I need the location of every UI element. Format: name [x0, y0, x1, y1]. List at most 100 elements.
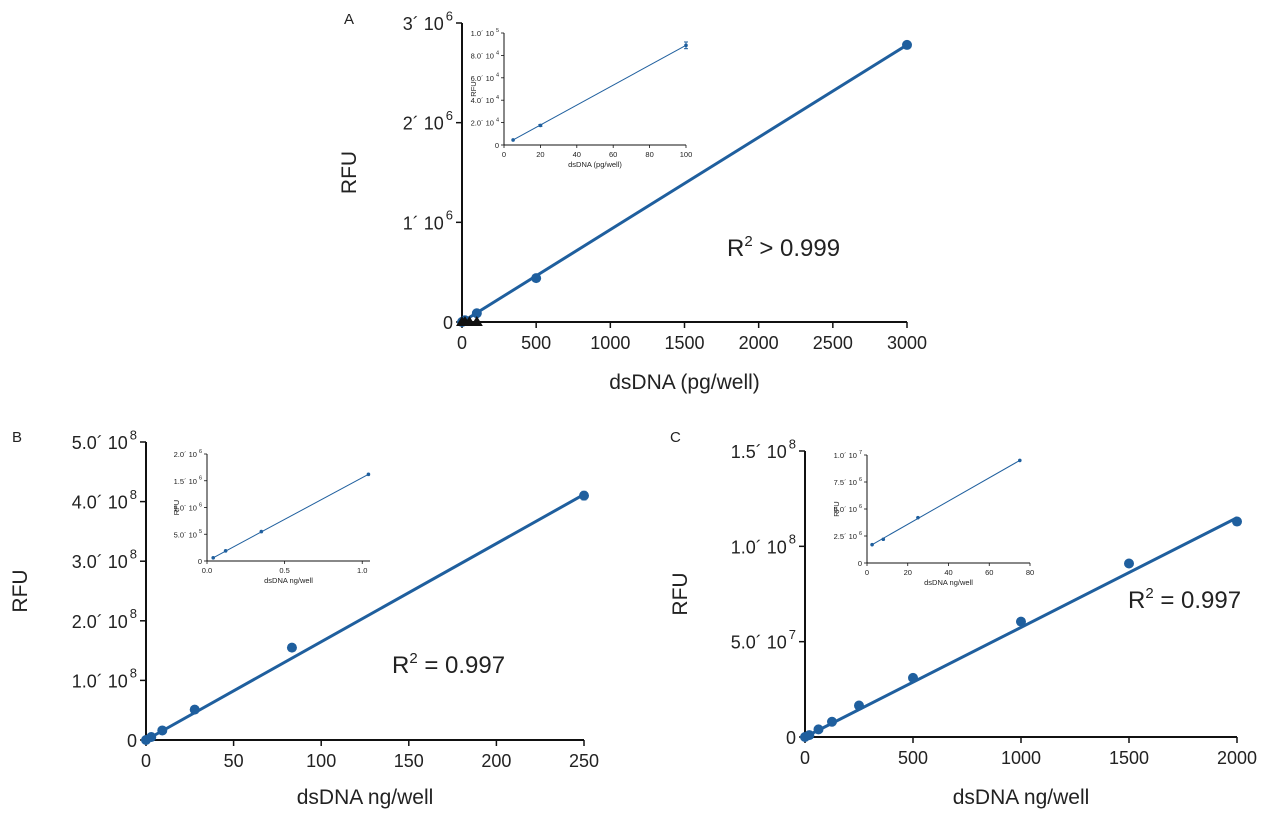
x-tick-label: 1500 — [664, 333, 704, 353]
x-tick-label: 3000 — [887, 333, 927, 353]
inset-data-point — [223, 549, 228, 553]
inset-x-tick-label: 0.0 — [202, 566, 212, 575]
inset-x-tick-label: 0 — [865, 568, 869, 577]
inset-y-tick-label: 0 — [495, 141, 499, 150]
inset-y-axis-title: RFU — [469, 81, 478, 96]
data-point — [1232, 516, 1242, 527]
inset-data-point — [916, 515, 920, 520]
r-squared-annotation: R2 = 0.997 — [1128, 585, 1241, 614]
y-tick-label-exponent: 8 — [789, 532, 796, 547]
x-tick-label: 100 — [306, 751, 336, 771]
y-axis-title: RFU — [669, 572, 692, 615]
inset-y-tick-label-mantissa: 2.0´ 10 — [471, 119, 494, 128]
data-point — [146, 732, 157, 743]
y-tick-label: 3.0´ 10 8 — [72, 546, 137, 572]
r-squared-exponent: 2 — [1145, 585, 1153, 602]
r-squared-value: > 0.999 — [753, 235, 840, 262]
inset-y-tick-label-exponent: 6 — [859, 531, 862, 537]
y-tick-label-exponent: 8 — [130, 546, 137, 561]
y-tick-label-mantissa: 5.0´ 10 — [72, 433, 128, 453]
inset-y-tick-label-exponent: 4 — [496, 73, 499, 79]
panel-letter: C — [670, 429, 681, 446]
y-tick-label-exponent: 7 — [789, 627, 796, 642]
inset-x-tick-label: 100 — [680, 150, 693, 159]
inset-y-tick-label: 5.0´ 10 6 — [834, 504, 862, 514]
inset-y-tick-label: 1.0´ 10 7 — [834, 450, 862, 460]
x-tick-label: 2000 — [1217, 748, 1257, 768]
inset-y-tick-label-exponent: 4 — [496, 95, 499, 101]
y-tick-label: 2.0´ 10 8 — [72, 606, 137, 632]
data-point — [908, 672, 918, 683]
inset-y-tick-label-exponent: 4 — [496, 50, 499, 56]
data-point — [1016, 616, 1026, 627]
inset-x-axis-title: dsDNA ng/well — [264, 576, 313, 585]
inset-y-tick-label-exponent: 6 — [199, 476, 202, 482]
inset-y-tick-label-mantissa: 1.0´ 10 — [174, 504, 197, 513]
inset-y-tick-label: 6.0´ 10 4 — [471, 73, 499, 83]
inset-y-tick-label: 2.0´ 10 4 — [471, 117, 499, 127]
data-point — [1124, 558, 1134, 569]
inset-y-tick-label-exponent: 6 — [199, 449, 202, 455]
x-tick-label: 0 — [141, 751, 151, 771]
r-squared-exponent: 2 — [409, 650, 417, 667]
y-tick-label-exponent: 8 — [130, 666, 137, 681]
x-tick-label: 1000 — [590, 333, 630, 353]
inset-data-point — [211, 555, 216, 560]
y-tick-label-exponent: 6 — [446, 8, 453, 23]
inset-data-point — [259, 529, 264, 534]
inset-y-tick-label-exponent: 6 — [859, 504, 862, 510]
y-tick-label-mantissa: 0 — [786, 728, 796, 748]
y-tick-label-exponent: 8 — [130, 606, 137, 621]
y-tick-label: 0 — [443, 313, 453, 333]
inset-x-tick-label: 40 — [573, 150, 581, 159]
y-tick-label-mantissa: 1.0´ 10 — [731, 537, 787, 557]
panel-letter: B — [12, 429, 22, 446]
panel-letter: A — [344, 11, 354, 28]
x-tick-label: 2500 — [813, 333, 853, 353]
inset-y-tick-label-mantissa: 2.0´ 10 — [174, 450, 197, 459]
x-tick-label: 1500 — [1109, 748, 1149, 768]
inset-y-tick-label-exponent: 6 — [859, 477, 862, 483]
y-tick-label-mantissa: 0 — [443, 313, 453, 333]
inset-x-tick-label: 80 — [1026, 568, 1034, 577]
inset-y-tick-label-mantissa: 2.5´ 10 — [834, 532, 857, 541]
inset-y-tick-label: 2.0´ 10 6 — [174, 449, 202, 459]
data-point-triangle — [470, 316, 483, 326]
data-point — [804, 730, 815, 741]
y-tick-label: 4.0´ 10 8 — [72, 487, 137, 513]
r-squared-value: = 0.997 — [418, 652, 505, 679]
r-squared-base: R — [1128, 587, 1145, 614]
fit-line — [804, 516, 1238, 739]
y-tick-label: 0 — [786, 728, 796, 748]
inset-y-tick-label-mantissa: 1.5´ 10 — [174, 477, 197, 486]
y-tick-label-mantissa: 1.0´ 10 — [72, 671, 128, 691]
y-tick-label: 1.5´ 10 8 — [731, 436, 796, 462]
inset-x-tick-label: 80 — [645, 150, 653, 159]
data-point — [286, 642, 297, 653]
r-squared-value: = 0.997 — [1154, 587, 1241, 614]
y-tick-label: 1´ 10 6 — [403, 208, 453, 234]
inset-y-tick-label: 5.0´ 10 5 — [174, 529, 202, 539]
y-tick-label-exponent: 8 — [130, 487, 137, 502]
y-tick-label: 5.0´ 10 8 — [72, 427, 137, 453]
inset-y-tick-label: 4.0´ 10 4 — [471, 95, 499, 105]
y-tick-label-mantissa: 5.0´ 10 — [731, 633, 787, 653]
r-squared-exponent: 2 — [744, 233, 752, 250]
x-tick-label: 200 — [481, 751, 511, 771]
y-tick-label-exponent: 8 — [789, 436, 796, 451]
inset-y-tick-label-mantissa: 6.0´ 10 — [471, 74, 494, 83]
x-axis-title: dsDNA ng/well — [953, 786, 1090, 809]
y-axis-title: RFU — [9, 569, 32, 612]
y-tick-label: 2´ 10 6 — [403, 108, 453, 134]
y-tick-label-mantissa: 2.0´ 10 — [72, 612, 128, 632]
inset-y-tick-label-mantissa: 1.0´ 10 — [834, 451, 857, 460]
y-tick-label-mantissa: 1´ 10 — [403, 213, 444, 233]
inset-y-tick-label-exponent: 6 — [199, 502, 202, 508]
data-point — [813, 724, 824, 735]
x-axis-title: dsDNA (pg/well) — [609, 371, 760, 394]
inset-y-tick-label-exponent: 7 — [859, 450, 862, 456]
